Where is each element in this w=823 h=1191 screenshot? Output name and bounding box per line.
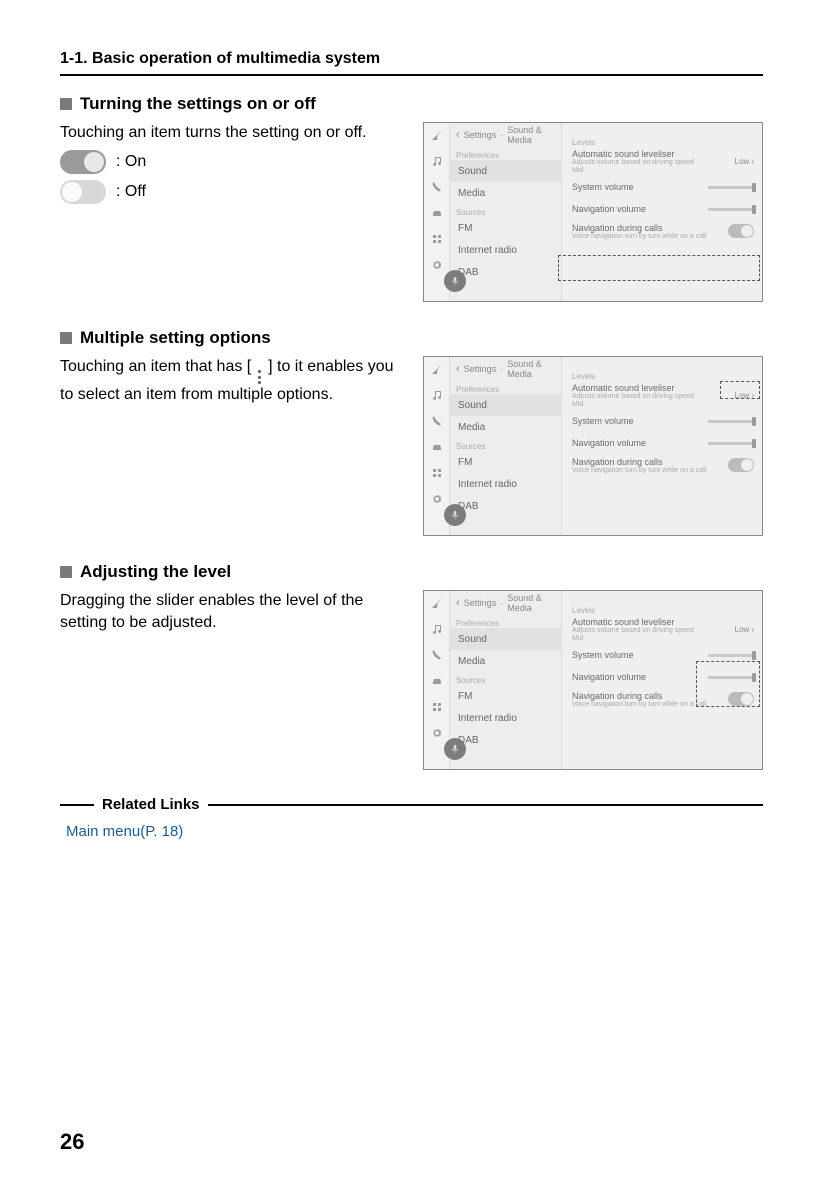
row1-sub: Adjusts volume based on driving speed (572, 159, 694, 167)
mic-button-icon (444, 738, 466, 760)
music-icon (431, 155, 443, 167)
related-links-heading: Related Links (60, 796, 763, 813)
gear-icon (431, 493, 443, 505)
toggle-off-row: : Off (60, 180, 405, 204)
apps-icon (431, 467, 443, 479)
mic-button-icon (444, 504, 466, 526)
slider-icon (708, 208, 754, 211)
nav-icon (431, 363, 443, 375)
gear-icon (431, 259, 443, 271)
slider-icon (708, 186, 754, 189)
crumb-sep: · (500, 130, 503, 140)
body-text: Touching an item that has [ ] to it enab… (60, 356, 405, 406)
page-number: 26 (60, 1129, 84, 1155)
back-icon: ‹ (456, 129, 460, 141)
shot-right-pane: Levels Automatic sound leveliser Adjusts… (562, 357, 762, 535)
tab-fm: FM (450, 217, 561, 239)
nav-icon (431, 129, 443, 141)
apps-icon (431, 701, 443, 713)
tab-header2: Sources (450, 204, 561, 217)
tab-sound: Sound (450, 160, 561, 182)
section-title-text: Turning the settings on or off (80, 94, 316, 114)
page-header: 1-1. Basic operation of multimedia syste… (60, 50, 763, 76)
section-multiple-options: Multiple setting options Touching an ite… (60, 328, 763, 536)
row1-value: Low› (735, 157, 754, 166)
section-title: Adjusting the level (60, 562, 763, 582)
toggle-on-row: : On (60, 150, 405, 174)
phone-icon (431, 415, 443, 427)
screenshot-1: ‹ Settings · Sound & Media Preferences S… (423, 122, 763, 302)
section-title: Multiple setting options (60, 328, 763, 348)
shot-left-pane: ‹Settings·Sound & Media Preferences Soun… (450, 591, 562, 769)
bullet-icon (60, 566, 72, 578)
gear-icon (431, 727, 443, 739)
row3-label: Navigation volume (572, 204, 646, 214)
right-header: Levels (572, 127, 754, 147)
crumb-1: Settings (464, 130, 497, 140)
shot-right-pane: Levels Automatic sound leveliser Adjusts… (562, 123, 762, 301)
screenshot-2: ‹Settings·Sound & Media Preferences Soun… (423, 356, 763, 536)
toggle-on-label: : On (116, 153, 146, 171)
section-turning-on-off: Turning the settings on or off Touching … (60, 94, 763, 302)
shot-left-pane: ‹Settings·Sound & Media Preferences Soun… (450, 357, 562, 535)
mic-button-icon (444, 270, 466, 292)
rule-line (208, 804, 763, 806)
tab-dab: DAB (450, 261, 561, 283)
body-pre: Touching an item that has [ (60, 358, 256, 375)
toggle-on-icon (60, 150, 106, 174)
nav-icon (431, 597, 443, 609)
car-icon (431, 207, 443, 219)
vertical-dots-icon (258, 370, 262, 384)
screenshot-3: ‹Settings·Sound & Media Preferences Soun… (423, 590, 763, 770)
toggle-off-icon (60, 180, 106, 204)
phone-icon (431, 181, 443, 193)
apps-icon (431, 233, 443, 245)
row1-label: Automatic sound leveliser (572, 149, 694, 159)
tab-internet: Internet radio (450, 239, 561, 261)
shot-left-pane: ‹ Settings · Sound & Media Preferences S… (450, 123, 562, 301)
section-title-text: Adjusting the level (80, 562, 231, 582)
phone-icon (431, 649, 443, 661)
mini-toggle-icon (728, 224, 754, 238)
row2-label: System volume (572, 182, 634, 192)
breadcrumb: ‹ Settings · Sound & Media (450, 123, 561, 147)
tab-header: Preferences (450, 147, 561, 160)
highlight-dashed (558, 255, 760, 281)
car-icon (431, 675, 443, 687)
car-icon (431, 441, 443, 453)
section-title: Turning the settings on or off (60, 94, 763, 114)
bullet-icon (60, 332, 72, 344)
music-icon (431, 389, 443, 401)
rule-line (60, 804, 94, 806)
row4-sub: Voice navigation turn by turn while on a… (572, 233, 706, 241)
section-adjusting-level: Adjusting the level Dragging the slider … (60, 562, 763, 770)
bullet-icon (60, 98, 72, 110)
shot-right-pane: Levels Automatic sound leveliser Adjusts… (562, 591, 762, 769)
body-text: Dragging the slider enables the level of… (60, 590, 405, 633)
crumb-2: Sound & Media (507, 125, 561, 145)
toggle-off-label: : Off (116, 183, 146, 201)
row1-sub2: Mid (572, 167, 694, 175)
tab-media: Media (450, 182, 561, 204)
body-text: Touching an item turns the setting on or… (60, 122, 405, 144)
row4-label: Navigation during calls (572, 223, 706, 233)
music-icon (431, 623, 443, 635)
section-title-text: Multiple setting options (80, 328, 271, 348)
related-link[interactable]: Main menu(P. 18) (66, 823, 763, 840)
related-links-label: Related Links (102, 796, 200, 813)
